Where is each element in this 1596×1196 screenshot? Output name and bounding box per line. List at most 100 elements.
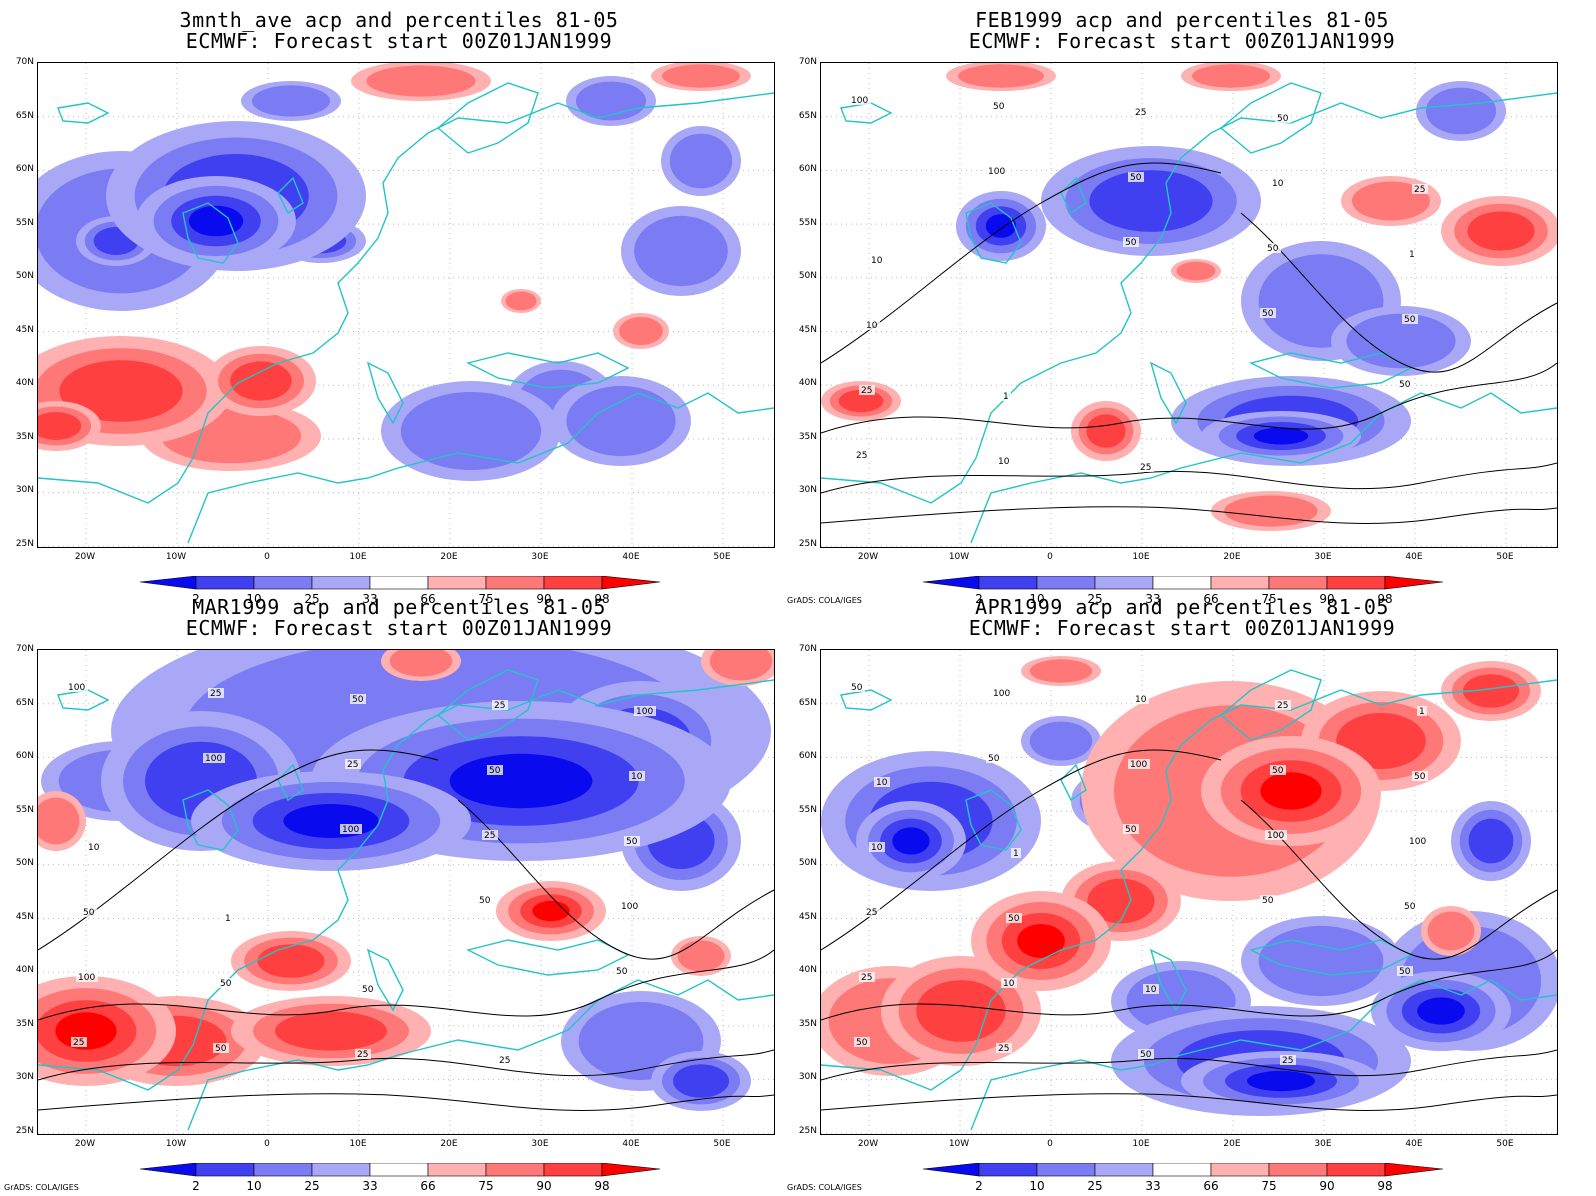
contour-label-bg — [86, 842, 102, 852]
coastline — [436, 82, 539, 154]
coastline — [277, 763, 304, 802]
below-normal-shading — [449, 753, 593, 809]
lon-tick-label: 20E — [440, 552, 458, 562]
coastline — [465, 939, 630, 976]
coastline — [436, 669, 539, 741]
panel-subtitle: ECMWF: Forecast start 00Z01JAN1999 — [968, 29, 1396, 53]
colorbar-label: 10 — [246, 592, 262, 606]
contour-label: 100 — [1267, 831, 1284, 841]
lat-tick-label: 70N — [798, 644, 817, 654]
contour-label-bg — [1260, 895, 1276, 905]
colorbar-swatch — [140, 1163, 197, 1177]
coastline — [821, 92, 1557, 504]
above-normal-shading — [958, 64, 1044, 88]
contour-label-bg — [986, 166, 1008, 176]
lat-tick-label: 45N — [798, 911, 817, 922]
contour-label-bg — [487, 765, 503, 775]
lat-tick-label: 65N — [798, 697, 817, 708]
contour-label: 50 — [1008, 914, 1020, 924]
contour-line — [38, 749, 439, 951]
contour-label: 100 — [851, 96, 868, 106]
contour-label: 50 — [616, 967, 628, 977]
colorbar-label: 98 — [594, 1179, 610, 1193]
map-area: 100 100 50 50 50 25 50 50 50 50 25 10 25 10 1 10 1 25 50 25… — [820, 62, 1558, 548]
colorbar-label: 66 — [1203, 1179, 1219, 1193]
contour-label: 10 — [1135, 695, 1147, 705]
contour-label: 50 — [489, 766, 501, 776]
contour-line — [821, 1093, 1557, 1111]
above-normal-shading — [838, 389, 884, 413]
lon-tick-label: 20E — [440, 1139, 458, 1149]
below-normal-shading — [985, 214, 1017, 238]
contour-label: 100 — [342, 825, 359, 835]
lon-tick-label: 10E — [349, 1139, 367, 1149]
lat-tick-label: 65N — [15, 110, 34, 121]
lat-tick-label: 55N — [15, 804, 34, 815]
grads-credit: GrADS: COLA/IGES — [4, 1183, 79, 1192]
panel-apr1999: APR1999 acp and percentiles 81-05 ECMWF:… — [783, 587, 1581, 1193]
contour-label-bg — [864, 907, 880, 917]
colorbar-label: 98 — [1377, 592, 1393, 606]
lat-tick-label: 30N — [15, 485, 34, 495]
contour-label: 25 — [998, 1044, 1009, 1054]
contour-label: 1 — [1409, 250, 1415, 260]
contour-label: 25 — [861, 386, 872, 396]
colorbar-swatch — [1210, 1163, 1270, 1177]
contour-label-bg — [1260, 308, 1276, 318]
contour-label-bg — [986, 753, 1002, 763]
colorbar-label: 90 — [536, 1179, 552, 1193]
lon-tick-label: 10E — [1132, 552, 1150, 562]
contour-label-bg — [1001, 978, 1017, 988]
colorbar-label: 90 — [536, 592, 552, 606]
contour-label: 25 — [210, 689, 221, 699]
coastline — [1060, 763, 1087, 802]
below-normal-shading — [188, 205, 244, 237]
contour-label: 50 — [1277, 114, 1289, 124]
coastline — [1248, 352, 1413, 389]
contour-label-bg — [1270, 765, 1286, 775]
contour-label-bg — [71, 1037, 87, 1047]
contour-label: 25 — [1140, 463, 1151, 473]
contour-label: 50 — [362, 985, 374, 995]
lat-tick-label: 45N — [798, 324, 817, 335]
lat-tick-label: 60N — [15, 751, 34, 761]
contour-line — [821, 506, 1557, 524]
above-normal-shading — [677, 940, 725, 972]
contour-label-bg — [1265, 830, 1287, 840]
contour-label-bg — [1397, 966, 1413, 976]
contour-label-bg — [1006, 913, 1022, 923]
contour-line — [38, 949, 774, 1021]
lat-tick-label: 25N — [15, 1125, 34, 1136]
contour-label: 1 — [1013, 849, 1019, 859]
contour-line — [821, 749, 1222, 951]
contour-label-bg — [1402, 901, 1418, 911]
contour-label: 50 — [1399, 967, 1411, 977]
contour-label: 25 — [856, 451, 867, 461]
contour-label: 25 — [499, 1056, 510, 1066]
below-normal-shading — [673, 1064, 729, 1098]
colorbar-swatch — [1384, 1163, 1444, 1177]
lat-tick-label: 40N — [15, 965, 34, 975]
contour-label-bg — [1275, 113, 1291, 123]
colorbar-swatch — [978, 1163, 1038, 1177]
lat-tick-label: 60N — [798, 751, 817, 761]
colorbar-label: 75 — [478, 592, 494, 606]
contour-label: 25 — [866, 908, 877, 918]
panel-3mnth: 3mnth_ave acp and percentiles 81-05 ECMW… — [0, 0, 798, 606]
coastline — [366, 948, 404, 1012]
contour-label: 10 — [1003, 979, 1015, 989]
contour-label: 100 — [993, 689, 1010, 699]
contour-label-bg — [849, 95, 871, 105]
coastline — [465, 352, 630, 389]
contour-label-bg — [360, 984, 376, 994]
contour-label: 25 — [861, 973, 872, 983]
lon-tick-label: 0 — [1047, 1139, 1053, 1149]
lon-tick-label: 10E — [1132, 1139, 1150, 1149]
contour-label-bg — [1412, 184, 1428, 194]
contour-label-bg — [619, 901, 641, 911]
coastline — [366, 361, 404, 425]
colorbar-swatch — [1268, 1163, 1328, 1177]
colorbar-swatch — [1326, 1163, 1386, 1177]
above-normal-shading — [1260, 772, 1322, 810]
contour-label: 25 — [484, 831, 495, 841]
